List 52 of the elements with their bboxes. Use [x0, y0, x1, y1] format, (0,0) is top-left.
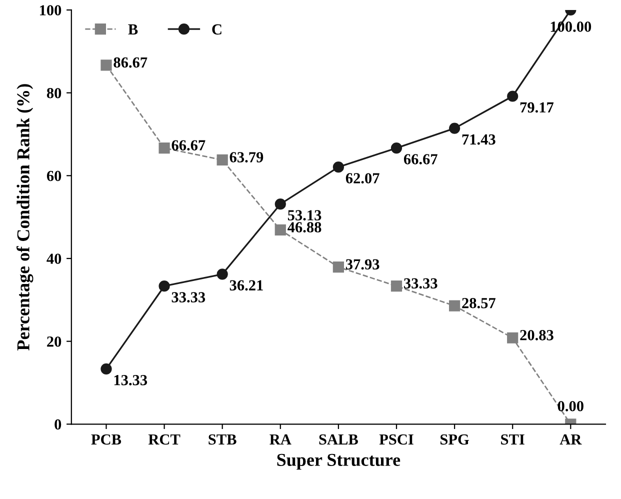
data-label: 33.33 — [172, 292, 206, 302]
point — [158, 142, 170, 154]
point — [390, 142, 402, 154]
point — [507, 90, 518, 102]
point — [100, 60, 112, 71]
data-label: 37.93 — [346, 259, 380, 270]
y-tick-label: 40 — [46, 254, 62, 264]
point — [100, 363, 112, 374]
data-label: 62.07 — [346, 173, 380, 184]
point — [158, 280, 170, 292]
data-label: 71.43 — [462, 134, 496, 145]
y-tick-label: 20 — [47, 336, 62, 347]
x-axis-title: Super Structure — [277, 454, 400, 470]
y-axis-title: Percentage of Condition Rank (%) — [16, 84, 34, 350]
point — [507, 332, 518, 344]
x-tick-label: PSCI — [379, 434, 414, 445]
point — [332, 262, 344, 273]
point — [274, 224, 286, 236]
point — [448, 122, 460, 134]
data-label: 33.33 — [404, 278, 438, 289]
data-label: 36.21 — [230, 280, 263, 291]
x-tick-label: RA — [270, 434, 292, 444]
y-tick-label: 0 — [54, 419, 62, 430]
data-label: 63.79 — [230, 152, 264, 162]
point — [448, 300, 460, 312]
data-label: 13.33 — [114, 375, 148, 386]
x-tick-label: SALB — [319, 434, 358, 445]
x-tick-label: PCB — [91, 434, 122, 445]
data-label: 79.17 — [520, 102, 554, 113]
x-tick-label: RCT — [148, 434, 180, 445]
y-tick-label: 80 — [46, 88, 62, 98]
data-label: 20.83 — [520, 330, 554, 340]
x-tick-label: STB — [208, 434, 236, 445]
data-label: 86.67 — [114, 57, 148, 68]
data-label: 46.88 — [288, 222, 322, 232]
data-label: 0.00 — [558, 400, 584, 412]
point — [390, 280, 402, 292]
legend-label: B — [128, 24, 138, 34]
data-label: 28.57 — [462, 298, 496, 308]
y-tick-label: 60 — [46, 170, 62, 182]
data-label: 53.13 — [288, 210, 322, 220]
point — [216, 268, 228, 280]
x-tick-label: STI — [501, 434, 524, 445]
y-tick-label: 100 — [40, 5, 62, 16]
x-tick-label: SPG — [440, 434, 469, 445]
x-tick-label: AR — [560, 434, 582, 444]
data-label: 66.67 — [404, 154, 438, 164]
point — [274, 198, 286, 210]
point — [216, 154, 228, 166]
data-label: 66.67 — [172, 140, 206, 151]
point — [332, 162, 344, 173]
legend-label: C — [212, 24, 222, 35]
